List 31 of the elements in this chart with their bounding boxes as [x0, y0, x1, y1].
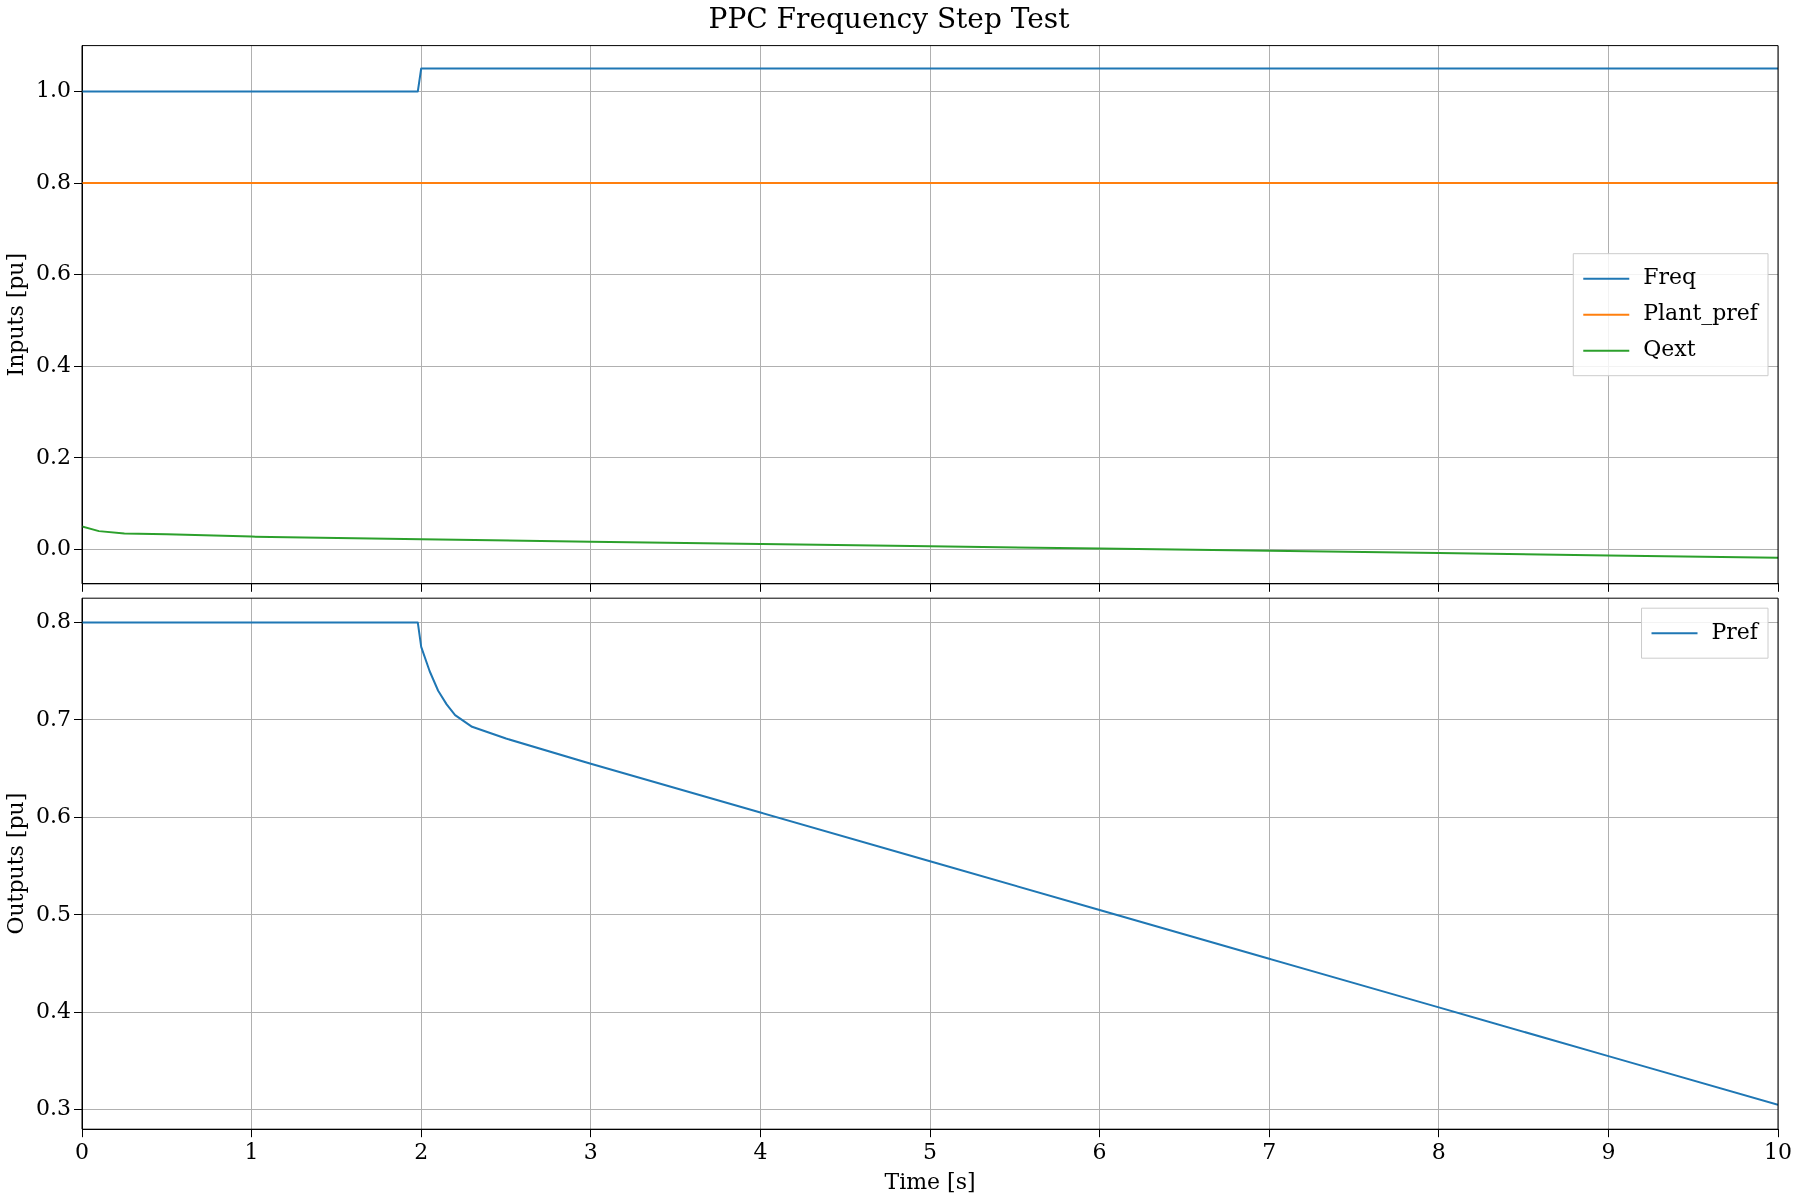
y-axis-title: Inputs [pu]: [2, 252, 28, 377]
y-tick-label: 0.6: [36, 803, 71, 829]
y-tick-label: 0.6: [36, 260, 71, 286]
legend-label: Freq: [1643, 264, 1697, 290]
y-tick-label: 1.0: [36, 77, 71, 103]
y-tick-label: 0.4: [36, 998, 71, 1023]
y-tick-label: 0.2: [36, 443, 71, 469]
x-tick-label: 0: [75, 1139, 89, 1165]
y-tick-label: 0.5: [36, 900, 71, 926]
x-tick-label: 9: [1601, 1139, 1616, 1165]
x-tick-label: 2: [414, 1139, 429, 1165]
x-tick-label: 3: [583, 1139, 598, 1165]
x-tick-label: 8: [1431, 1139, 1446, 1165]
legend-label: Plant_pref: [1643, 300, 1760, 326]
x-axis-title: Time [s]: [884, 1168, 976, 1194]
y-tick-label: 0.3: [36, 1095, 71, 1121]
y-tick-label: 0.8: [36, 608, 71, 634]
x-tick-label: 4: [753, 1139, 768, 1165]
x-tick-label: 5: [923, 1139, 937, 1165]
x-tick-label: 7: [1262, 1139, 1277, 1165]
chart-title: PPC Frequency Step Test: [708, 2, 1071, 36]
x-tick-label: 10: [1764, 1139, 1792, 1165]
x-tick-label: 1: [244, 1139, 259, 1165]
y-tick-label: 0.7: [36, 705, 71, 731]
legend-label: Qext: [1643, 336, 1696, 362]
y-axis-title: Outputs [pu]: [2, 792, 28, 935]
x-tick-label: 6: [1092, 1139, 1107, 1165]
legend-label: Pref: [1711, 618, 1760, 644]
y-tick-label: 0.0: [36, 535, 71, 561]
y-tick-label: 0.8: [36, 168, 71, 194]
y-tick-label: 0.4: [36, 351, 71, 377]
